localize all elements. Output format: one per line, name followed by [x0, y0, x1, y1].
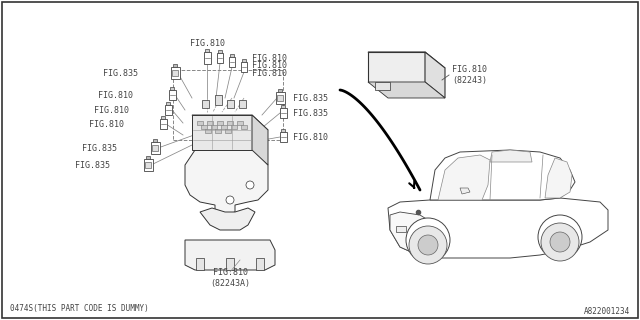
Polygon shape — [425, 52, 445, 98]
Bar — [168, 90, 175, 100]
Bar — [281, 129, 285, 132]
Bar — [241, 62, 247, 72]
Polygon shape — [192, 115, 268, 130]
Bar — [159, 119, 166, 129]
Text: FIG.810
(82243): FIG.810 (82243) — [452, 65, 487, 85]
Bar — [204, 52, 211, 64]
Bar — [225, 129, 231, 132]
Bar — [280, 132, 287, 142]
Polygon shape — [545, 158, 572, 198]
Text: FIG.810: FIG.810 — [252, 60, 287, 69]
Bar — [214, 95, 221, 105]
Bar — [278, 89, 282, 92]
Bar — [241, 125, 247, 129]
Polygon shape — [368, 52, 445, 68]
Bar — [280, 108, 287, 118]
Text: FIG.810: FIG.810 — [293, 132, 328, 141]
Circle shape — [406, 218, 450, 262]
Circle shape — [418, 235, 438, 255]
Polygon shape — [430, 150, 575, 200]
Bar — [215, 129, 221, 132]
Polygon shape — [192, 115, 252, 150]
Bar — [201, 125, 207, 129]
Bar — [172, 70, 178, 76]
Circle shape — [538, 215, 582, 259]
Text: FIG.810
(82243A): FIG.810 (82243A) — [210, 268, 250, 288]
Bar — [161, 116, 165, 119]
Text: FIG.835: FIG.835 — [103, 68, 138, 77]
Text: FIG.810: FIG.810 — [252, 68, 287, 77]
Bar — [277, 95, 283, 101]
Bar — [173, 64, 177, 67]
Bar — [231, 125, 237, 129]
Bar — [256, 258, 264, 270]
Bar — [243, 59, 246, 62]
Bar — [239, 100, 246, 108]
Text: FIG.835: FIG.835 — [293, 93, 328, 102]
Polygon shape — [185, 240, 275, 270]
Polygon shape — [390, 212, 440, 258]
Bar — [275, 92, 285, 104]
Polygon shape — [200, 208, 255, 230]
Text: A822001234: A822001234 — [584, 308, 630, 316]
Polygon shape — [185, 150, 268, 215]
Bar — [153, 139, 157, 142]
Bar — [281, 105, 285, 108]
Bar — [166, 102, 170, 105]
Bar — [229, 57, 235, 67]
Text: FIG.810: FIG.810 — [94, 106, 129, 115]
Bar — [196, 258, 204, 270]
Bar — [227, 121, 233, 125]
Text: FIG.835: FIG.835 — [75, 161, 110, 170]
Circle shape — [226, 196, 234, 204]
Bar — [211, 125, 217, 129]
Text: FIG.810: FIG.810 — [252, 53, 287, 62]
Bar — [217, 121, 223, 125]
Bar — [205, 49, 209, 52]
Circle shape — [550, 232, 570, 252]
Bar — [170, 87, 174, 90]
Bar — [170, 67, 179, 79]
Bar — [217, 53, 223, 63]
Polygon shape — [460, 188, 470, 194]
Text: FIG.810: FIG.810 — [189, 38, 225, 47]
Bar — [221, 125, 227, 129]
Bar — [218, 50, 221, 53]
Bar — [152, 145, 158, 151]
Text: FIG.810: FIG.810 — [89, 119, 124, 129]
Polygon shape — [368, 52, 425, 82]
Bar — [396, 226, 406, 232]
Bar — [202, 100, 209, 108]
Polygon shape — [438, 155, 490, 200]
Bar — [143, 159, 152, 171]
Circle shape — [246, 181, 254, 189]
Bar — [375, 82, 390, 90]
Text: FIG.835: FIG.835 — [82, 143, 117, 153]
Bar — [150, 142, 159, 154]
Circle shape — [409, 226, 447, 264]
Text: FIG.835: FIG.835 — [293, 108, 328, 117]
Circle shape — [541, 223, 579, 261]
Bar — [197, 121, 203, 125]
Text: 0474S(THIS PART CODE IS DUMMY): 0474S(THIS PART CODE IS DUMMY) — [10, 303, 148, 313]
Bar — [205, 129, 211, 132]
Bar — [207, 121, 213, 125]
Bar — [146, 156, 150, 159]
Text: FIG.810: FIG.810 — [98, 91, 133, 100]
Bar — [145, 162, 151, 168]
Bar — [164, 105, 172, 115]
Polygon shape — [368, 82, 445, 98]
Bar — [173, 70, 283, 140]
Bar — [227, 100, 234, 108]
Bar — [237, 121, 243, 125]
Polygon shape — [388, 198, 608, 258]
Polygon shape — [490, 150, 532, 162]
Bar — [230, 54, 234, 57]
Bar — [226, 258, 234, 270]
Polygon shape — [252, 115, 268, 165]
